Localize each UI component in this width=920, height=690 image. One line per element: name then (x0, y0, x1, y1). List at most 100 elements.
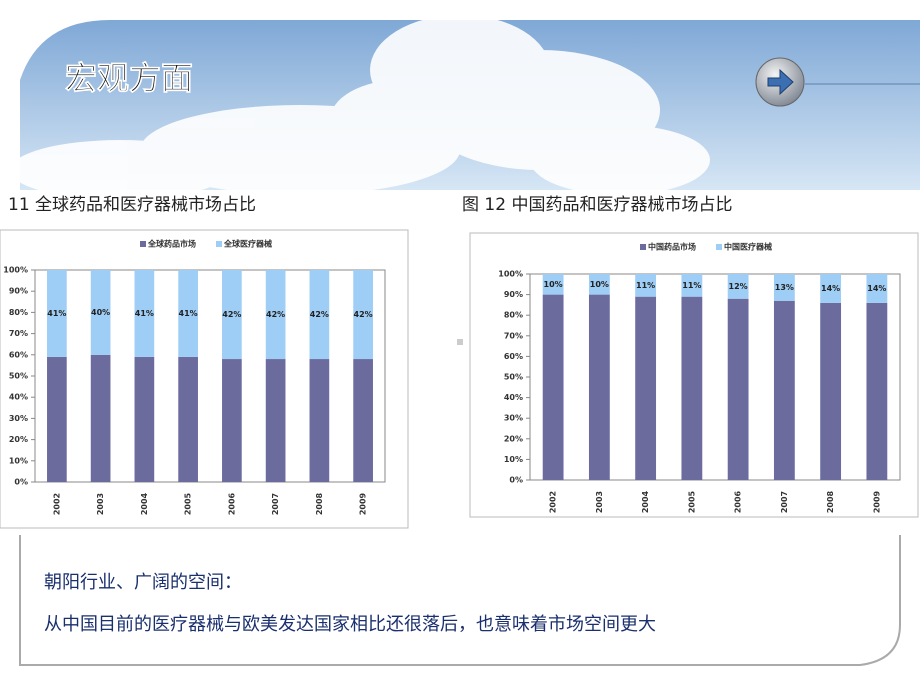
value-label: 10% (590, 280, 609, 289)
y-tick-label: 50% (9, 372, 28, 381)
bar-segment (542, 274, 564, 295)
x-tick-label: 2008 (315, 492, 324, 515)
bar-segment (90, 270, 111, 355)
value-label: 42% (266, 310, 285, 319)
bar-segment (542, 294, 564, 480)
x-tick-label: 2004 (641, 490, 650, 513)
bar-segment (727, 274, 749, 299)
y-tick-label: 100% (3, 266, 28, 275)
y-tick-label: 90% (9, 287, 28, 296)
bar-segment (178, 356, 198, 482)
bar-segment (635, 274, 657, 297)
x-tick-label: 2002 (549, 491, 558, 513)
bar-segment (134, 270, 155, 357)
legend-label: 全球药品市场 (147, 239, 196, 249)
value-label: 41% (179, 309, 198, 318)
value-label: 42% (222, 310, 241, 319)
x-tick-label: 2004 (140, 492, 149, 515)
y-tick-label: 50% (504, 373, 523, 382)
bar-segment (47, 270, 67, 357)
dot (457, 339, 463, 345)
y-tick-label: 30% (9, 414, 28, 423)
x-tick-label: 2005 (184, 492, 193, 515)
value-label: 13% (775, 283, 794, 292)
y-tick-label: 60% (504, 352, 523, 361)
legend-label: 中国药品市场 (648, 242, 696, 252)
y-tick-label: 70% (9, 329, 28, 338)
y-tick-label: 20% (504, 434, 523, 443)
y-tick-label: 10% (504, 455, 523, 464)
chart-frame (0, 229, 409, 529)
bar-segment (773, 300, 795, 480)
bar-segment (588, 294, 610, 480)
value-label: 11% (636, 281, 655, 290)
value-label: 41% (47, 309, 66, 318)
value-label: 14% (867, 284, 886, 293)
y-tick-label: 40% (9, 393, 28, 402)
x-tick-label: 2009 (872, 490, 881, 513)
bar-segment (773, 274, 795, 301)
legend-swatch (640, 244, 646, 250)
x-tick-label: 2003 (595, 491, 604, 513)
bar-segment (309, 270, 330, 360)
bar-segment (353, 359, 373, 482)
legend-label: 全球医疗器械 (223, 239, 272, 249)
y-tick-label: 70% (504, 331, 523, 340)
x-tick-label: 2006 (227, 492, 236, 515)
bar-segment (588, 274, 610, 295)
banner (10, 15, 920, 200)
value-label: 11% (682, 281, 701, 290)
bar-segment (681, 296, 703, 480)
value-label: 40% (91, 308, 110, 317)
text-heading: 朝阳行业、广阔的空间： (44, 572, 242, 593)
bar-segment (866, 274, 888, 303)
value-label: 42% (354, 310, 373, 319)
chart-title: 图 12 中国药品和医疗器械市场占比 (462, 195, 732, 215)
y-tick-label: 10% (9, 456, 28, 465)
bar-segment (265, 359, 286, 482)
bar-segment (309, 359, 330, 482)
bar-segment (820, 274, 842, 303)
y-tick-label: 0% (509, 476, 523, 485)
bar-segment (222, 270, 242, 360)
bar-segment (681, 274, 703, 297)
x-tick-label: 2007 (780, 491, 789, 513)
bar-segment (265, 270, 286, 360)
y-tick-label: 0% (14, 478, 28, 487)
bar-segment (353, 270, 373, 360)
bar-segment (820, 302, 842, 480)
legend-swatch (216, 241, 222, 247)
x-tick-label: 2008 (826, 490, 835, 513)
x-tick-label: 2003 (96, 493, 105, 515)
bar-segment (47, 356, 67, 482)
bar-segment (178, 270, 198, 357)
text-body: 从中国目前的医疗器械与欧美发达国家相比还很落后，也意味着市场空间更大 (44, 614, 656, 635)
bar-segment (90, 354, 111, 482)
bar-segment (134, 356, 155, 482)
bar-segment (635, 296, 657, 480)
bar-segment (222, 359, 242, 482)
x-tick-label: 2005 (687, 490, 696, 513)
y-tick-label: 60% (9, 350, 28, 359)
legend-swatch (140, 241, 146, 247)
text-box (19, 535, 901, 666)
x-tick-label: 2006 (734, 490, 743, 513)
x-tick-label: 2007 (271, 493, 280, 515)
value-label: 42% (310, 310, 329, 319)
x-tick-label: 2002 (52, 493, 61, 515)
y-tick-label: 20% (9, 435, 28, 444)
value-label: 10% (544, 280, 563, 289)
y-tick-label: 30% (504, 414, 523, 423)
value-label: 14% (821, 284, 840, 293)
y-tick-label: 90% (504, 290, 523, 299)
arrow-icon (767, 68, 794, 96)
bar-segment (727, 298, 749, 480)
legend-label: 中国医疗器械 (724, 242, 772, 252)
value-label: 12% (729, 282, 748, 291)
x-tick-label: 2009 (359, 492, 368, 515)
chart-title: 11 全球药品和医疗器械市场占比 (8, 195, 256, 215)
bar-segment (866, 302, 888, 480)
value-label: 41% (135, 309, 154, 318)
y-tick-label: 80% (504, 311, 523, 320)
